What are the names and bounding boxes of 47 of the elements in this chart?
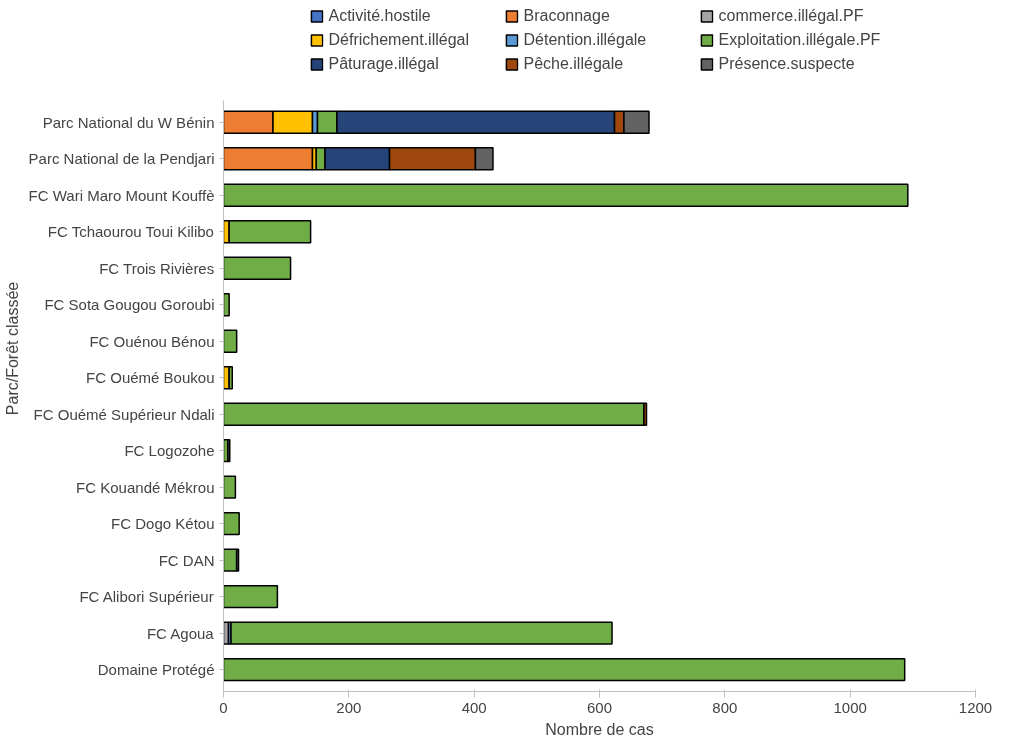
x-tick-label: 0 bbox=[219, 698, 228, 716]
x-tick-label: 1000 bbox=[833, 698, 867, 716]
y-tick-label: FC Sota Gougou Goroubi bbox=[44, 296, 215, 314]
y-tick-label: Parc National du W Bénin bbox=[42, 113, 215, 131]
y-tick-label: FC Ouémé Boukou bbox=[86, 369, 215, 387]
x-tick-label: 1200 bbox=[958, 698, 993, 716]
y-tick-label: FC Tchaourou Toui Kilibo bbox=[47, 223, 214, 241]
legend-label: Présence.suspecte bbox=[718, 55, 856, 73]
legend-label: Activité.hostile bbox=[328, 7, 432, 25]
legend-label: Pêche.illégale bbox=[523, 55, 625, 73]
bar bbox=[230, 621, 613, 645]
x-tick-label: 400 bbox=[461, 698, 487, 716]
bar bbox=[223, 183, 909, 207]
legend-label: commerce.illégal.PF bbox=[718, 7, 865, 25]
bar bbox=[223, 329, 238, 353]
y-tick-label: FC DAN bbox=[158, 551, 215, 569]
bar bbox=[223, 475, 237, 499]
x-axis-title: Nombre de cas bbox=[545, 720, 654, 738]
y-tick-label: FC Agoua bbox=[146, 624, 215, 642]
legend-label: Pâturage.illégal bbox=[328, 55, 440, 73]
y-tick-label: FC Ouémé Supérieur Ndali bbox=[33, 405, 215, 423]
legend-label: Défrichement.illégal bbox=[328, 31, 470, 49]
legend-label: Braconnage bbox=[523, 7, 611, 25]
y-tick-label: FC Dogo Kétou bbox=[111, 515, 215, 533]
y-tick-label: FC Ouénou Bénou bbox=[89, 332, 215, 350]
bar bbox=[228, 365, 234, 390]
bar bbox=[223, 402, 645, 426]
bar bbox=[223, 511, 240, 536]
x-tick-label: 200 bbox=[336, 698, 362, 716]
bar bbox=[228, 220, 312, 244]
x-tick-label: 800 bbox=[712, 698, 738, 716]
y-tick-label: FC Trois Rivières bbox=[99, 259, 215, 277]
y-tick-label: FC Logozohe bbox=[124, 442, 215, 460]
bar bbox=[223, 584, 279, 609]
bar bbox=[223, 256, 292, 280]
bar bbox=[223, 147, 314, 171]
x-tick-label: 600 bbox=[586, 698, 613, 716]
legend-label: Exploitation.illégale.PF bbox=[718, 31, 882, 49]
bar bbox=[223, 293, 230, 317]
y-axis-title: Parc/Forêt classée bbox=[3, 281, 21, 416]
y-tick-label: Domaine Protégé bbox=[97, 661, 215, 679]
y-tick-label: FC Wari Maro Mount Kouffè bbox=[28, 186, 215, 204]
bar bbox=[223, 657, 906, 682]
y-tick-label: FC Kouandé Mékrou bbox=[76, 478, 215, 496]
y-tick-label: FC Alibori Supérieur bbox=[79, 588, 214, 606]
legend-label: Détention.illégale bbox=[523, 31, 648, 49]
y-tick-label: Parc National de la Pendjari bbox=[28, 150, 215, 168]
